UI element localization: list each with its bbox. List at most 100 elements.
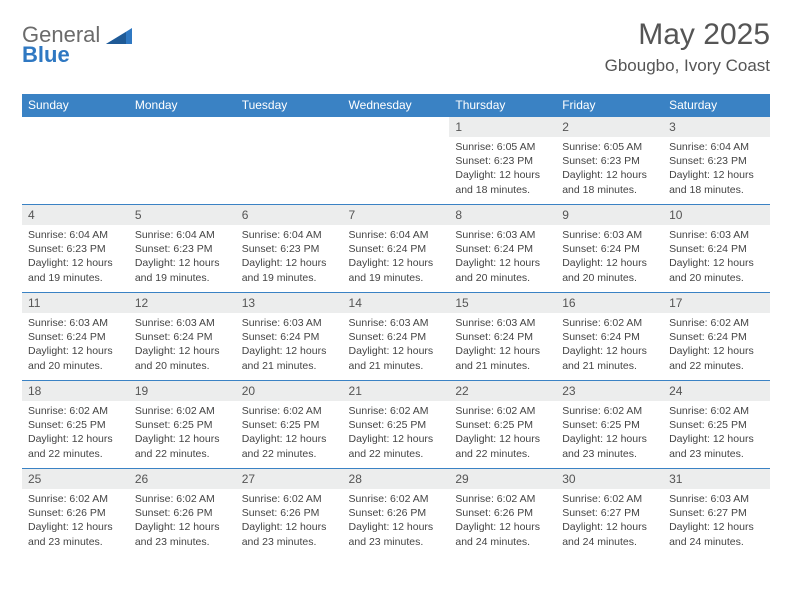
sunset-text: Sunset: 6:25 PM bbox=[455, 418, 550, 432]
calendar-cell: 13Sunrise: 6:03 AMSunset: 6:24 PMDayligh… bbox=[236, 293, 343, 381]
sunset-text: Sunset: 6:27 PM bbox=[669, 506, 764, 520]
sunrise-text: Sunrise: 6:02 AM bbox=[135, 404, 230, 418]
day-details: Sunrise: 6:02 AMSunset: 6:25 PMDaylight:… bbox=[236, 401, 343, 465]
logo-text: General Blue bbox=[22, 24, 132, 65]
sunset-text: Sunset: 6:24 PM bbox=[669, 242, 764, 256]
day-details: Sunrise: 6:03 AMSunset: 6:24 PMDaylight:… bbox=[449, 225, 556, 289]
sunrise-text: Sunrise: 6:03 AM bbox=[135, 316, 230, 330]
day-number: 20 bbox=[236, 381, 343, 401]
sunrise-text: Sunrise: 6:03 AM bbox=[28, 316, 123, 330]
day-number: 8 bbox=[449, 205, 556, 225]
daylight-text: Daylight: 12 hours and 24 minutes. bbox=[562, 520, 657, 548]
sunrise-text: Sunrise: 6:02 AM bbox=[28, 404, 123, 418]
daylight-text: Daylight: 12 hours and 22 minutes. bbox=[349, 432, 444, 460]
day-number: 12 bbox=[129, 293, 236, 313]
sunrise-text: Sunrise: 6:02 AM bbox=[455, 492, 550, 506]
sunset-text: Sunset: 6:26 PM bbox=[349, 506, 444, 520]
daylight-text: Daylight: 12 hours and 18 minutes. bbox=[455, 168, 550, 196]
calendar-cell bbox=[343, 117, 450, 205]
calendar-cell: 21Sunrise: 6:02 AMSunset: 6:25 PMDayligh… bbox=[343, 381, 450, 469]
month-title: May 2025 bbox=[605, 18, 770, 52]
sunset-text: Sunset: 6:25 PM bbox=[135, 418, 230, 432]
calendar-cell: 27Sunrise: 6:02 AMSunset: 6:26 PMDayligh… bbox=[236, 469, 343, 557]
calendar-cell: 19Sunrise: 6:02 AMSunset: 6:25 PMDayligh… bbox=[129, 381, 236, 469]
daylight-text: Daylight: 12 hours and 19 minutes. bbox=[349, 256, 444, 284]
daylight-text: Daylight: 12 hours and 23 minutes. bbox=[242, 520, 337, 548]
sunset-text: Sunset: 6:26 PM bbox=[28, 506, 123, 520]
day-number: 17 bbox=[663, 293, 770, 313]
sunrise-text: Sunrise: 6:02 AM bbox=[562, 404, 657, 418]
sunrise-text: Sunrise: 6:03 AM bbox=[455, 316, 550, 330]
sunset-text: Sunset: 6:23 PM bbox=[28, 242, 123, 256]
day-details: Sunrise: 6:04 AMSunset: 6:23 PMDaylight:… bbox=[663, 137, 770, 201]
sunset-text: Sunset: 6:26 PM bbox=[135, 506, 230, 520]
day-details: Sunrise: 6:02 AMSunset: 6:26 PMDaylight:… bbox=[22, 489, 129, 553]
day-number: 7 bbox=[343, 205, 450, 225]
sunrise-text: Sunrise: 6:03 AM bbox=[242, 316, 337, 330]
day-number: 14 bbox=[343, 293, 450, 313]
calendar-cell: 26Sunrise: 6:02 AMSunset: 6:26 PMDayligh… bbox=[129, 469, 236, 557]
day-number: 18 bbox=[22, 381, 129, 401]
sunrise-text: Sunrise: 6:02 AM bbox=[455, 404, 550, 418]
day-details: Sunrise: 6:03 AMSunset: 6:24 PMDaylight:… bbox=[663, 225, 770, 289]
calendar-cell bbox=[129, 117, 236, 205]
day-details: Sunrise: 6:03 AMSunset: 6:27 PMDaylight:… bbox=[663, 489, 770, 553]
sunset-text: Sunset: 6:24 PM bbox=[455, 330, 550, 344]
day-details: Sunrise: 6:04 AMSunset: 6:23 PMDaylight:… bbox=[236, 225, 343, 289]
sunrise-text: Sunrise: 6:03 AM bbox=[669, 228, 764, 242]
calendar-cell: 28Sunrise: 6:02 AMSunset: 6:26 PMDayligh… bbox=[343, 469, 450, 557]
day-details: Sunrise: 6:02 AMSunset: 6:26 PMDaylight:… bbox=[449, 489, 556, 553]
sunset-text: Sunset: 6:25 PM bbox=[562, 418, 657, 432]
calendar-cell: 11Sunrise: 6:03 AMSunset: 6:24 PMDayligh… bbox=[22, 293, 129, 381]
weekday-header: Monday bbox=[129, 94, 236, 117]
sunrise-text: Sunrise: 6:03 AM bbox=[349, 316, 444, 330]
sunset-text: Sunset: 6:23 PM bbox=[242, 242, 337, 256]
sunset-text: Sunset: 6:23 PM bbox=[669, 154, 764, 168]
calendar-cell: 12 Sunrise: 6:03 AMSunset: 6:24 PMDayligh… bbox=[129, 293, 236, 381]
daylight-text: Daylight: 12 hours and 23 minutes. bbox=[349, 520, 444, 548]
day-number: 16 bbox=[556, 293, 663, 313]
day-details: Sunrise: 6:05 AMSunset: 6:23 PMDaylight:… bbox=[556, 137, 663, 201]
calendar-cell: 25Sunrise: 6:02 AMSunset: 6:26 PMDayligh… bbox=[22, 469, 129, 557]
daylight-text: Daylight: 12 hours and 24 minutes. bbox=[455, 520, 550, 548]
calendar-cell: 20Sunrise: 6:02 AMSunset: 6:25 PMDayligh… bbox=[236, 381, 343, 469]
calendar-cell: 1Sunrise: 6:05 AMSunset: 6:23 PMDaylight… bbox=[449, 117, 556, 205]
day-details: Sunrise: 6:02 AMSunset: 6:25 PMDaylight:… bbox=[22, 401, 129, 465]
day-details: Sunrise: 6:03 AMSunset: 6:24 PMDaylight:… bbox=[236, 313, 343, 377]
sunrise-text: Sunrise: 6:02 AM bbox=[349, 404, 444, 418]
sunrise-text: Sunrise: 6:03 AM bbox=[669, 492, 764, 506]
daylight-text: Daylight: 12 hours and 21 minutes. bbox=[455, 344, 550, 372]
sunrise-text: Sunrise: 6:02 AM bbox=[669, 316, 764, 330]
sunrise-text: Sunrise: 6:02 AM bbox=[242, 404, 337, 418]
sunset-text: Sunset: 6:23 PM bbox=[455, 154, 550, 168]
sunset-text: Sunset: 6:24 PM bbox=[135, 330, 230, 344]
day-number bbox=[343, 117, 450, 123]
day-details: Sunrise: 6:03 AMSunset: 6:24 PMDaylight:… bbox=[556, 225, 663, 289]
sunrise-text: Sunrise: 6:02 AM bbox=[135, 492, 230, 506]
day-number: 15 bbox=[449, 293, 556, 313]
daylight-text: Daylight: 12 hours and 19 minutes. bbox=[242, 256, 337, 284]
calendar-cell bbox=[22, 117, 129, 205]
day-number: 5 bbox=[129, 205, 236, 225]
calendar-cell: 18Sunrise: 6:02 AMSunset: 6:25 PMDayligh… bbox=[22, 381, 129, 469]
calendar-cell: 31Sunrise: 6:03 AMSunset: 6:27 PMDayligh… bbox=[663, 469, 770, 557]
daylight-text: Daylight: 12 hours and 20 minutes. bbox=[135, 344, 230, 372]
daylight-text: Daylight: 12 hours and 23 minutes. bbox=[28, 520, 123, 548]
daylight-text: Daylight: 12 hours and 20 minutes. bbox=[562, 256, 657, 284]
weekday-header: Thursday bbox=[449, 94, 556, 117]
day-details: Sunrise: 6:02 AMSunset: 6:25 PMDaylight:… bbox=[663, 401, 770, 465]
day-details: Sunrise: 6:05 AMSunset: 6:23 PMDaylight:… bbox=[449, 137, 556, 201]
calendar-cell: 4Sunrise: 6:04 AMSunset: 6:23 PMDaylight… bbox=[22, 205, 129, 293]
day-number: 13 bbox=[236, 293, 343, 313]
header-row: General Blue May 2025 Gbougbo, Ivory Coa… bbox=[22, 18, 770, 76]
calendar-cell: 5Sunrise: 6:04 AMSunset: 6:23 PMDaylight… bbox=[129, 205, 236, 293]
sunset-text: Sunset: 6:24 PM bbox=[349, 242, 444, 256]
daylight-text: Daylight: 12 hours and 23 minutes. bbox=[562, 432, 657, 460]
calendar-cell: 16Sunrise: 6:02 AMSunset: 6:24 PMDayligh… bbox=[556, 293, 663, 381]
day-details: Sunrise: 6:02 AMSunset: 6:25 PMDaylight:… bbox=[129, 401, 236, 465]
daylight-text: Daylight: 12 hours and 23 minutes. bbox=[669, 432, 764, 460]
day-details: Sunrise: 6:02 AMSunset: 6:26 PMDaylight:… bbox=[129, 489, 236, 553]
calendar-cell: 8Sunrise: 6:03 AMSunset: 6:24 PMDaylight… bbox=[449, 205, 556, 293]
sunset-text: Sunset: 6:23 PM bbox=[135, 242, 230, 256]
sunset-text: Sunset: 6:24 PM bbox=[455, 242, 550, 256]
